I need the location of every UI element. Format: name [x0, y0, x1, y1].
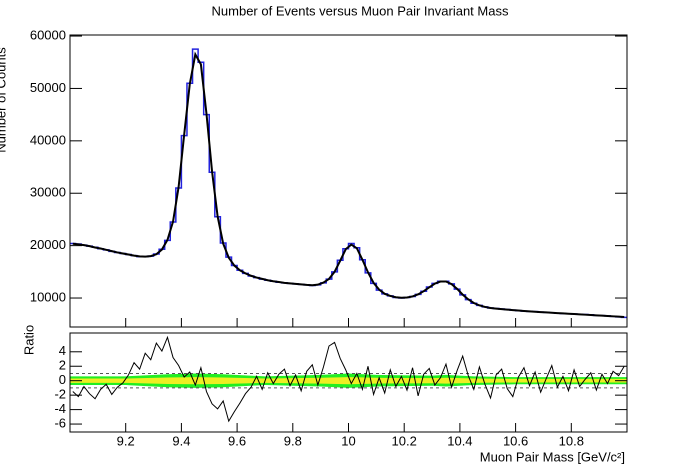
y-tick-label: 40000	[30, 132, 66, 147]
x-tick-label: 10.4	[447, 433, 472, 448]
y-tick-label: 30000	[30, 185, 66, 200]
x-tick-label: 10.6	[503, 433, 528, 448]
ratio-axis-label: Ratio	[21, 325, 36, 355]
plot-frame	[69, 34, 628, 328]
y-tick-label: 60000	[30, 27, 66, 42]
y-tick-label: -4	[54, 401, 66, 416]
y-axis-label: Number of Counts	[0, 47, 8, 153]
x-tick-label: 10	[341, 433, 355, 448]
x-tick-label: 10.8	[559, 433, 584, 448]
x-tick-label: 9.2	[117, 433, 135, 448]
x-tick-label: 9.8	[284, 433, 302, 448]
ratio-line	[72, 335, 625, 423]
y-tick-label: -6	[54, 415, 66, 430]
histogram	[70, 48, 627, 319]
x-axis-label: Muon Pair Mass [GeV/c²]	[480, 449, 625, 464]
y-tick-label: 10000	[30, 289, 66, 304]
fit-curve	[72, 51, 625, 319]
chart-title: Number of Events versus Muon Pair Invari…	[212, 3, 509, 18]
x-tick-label: 9.4	[172, 433, 190, 448]
x-tick-label: 10.2	[392, 433, 417, 448]
y-tick-label: 50000	[30, 80, 66, 95]
y-tick-label: -2	[54, 387, 66, 402]
x-tick-label: 9.6	[228, 433, 246, 448]
y-tick-label: 0	[59, 372, 66, 387]
y-tick-label: 4	[59, 343, 66, 358]
y-tick-label: 2	[59, 358, 66, 373]
y-tick-label: 20000	[30, 237, 66, 252]
sigma-band	[70, 377, 627, 385]
